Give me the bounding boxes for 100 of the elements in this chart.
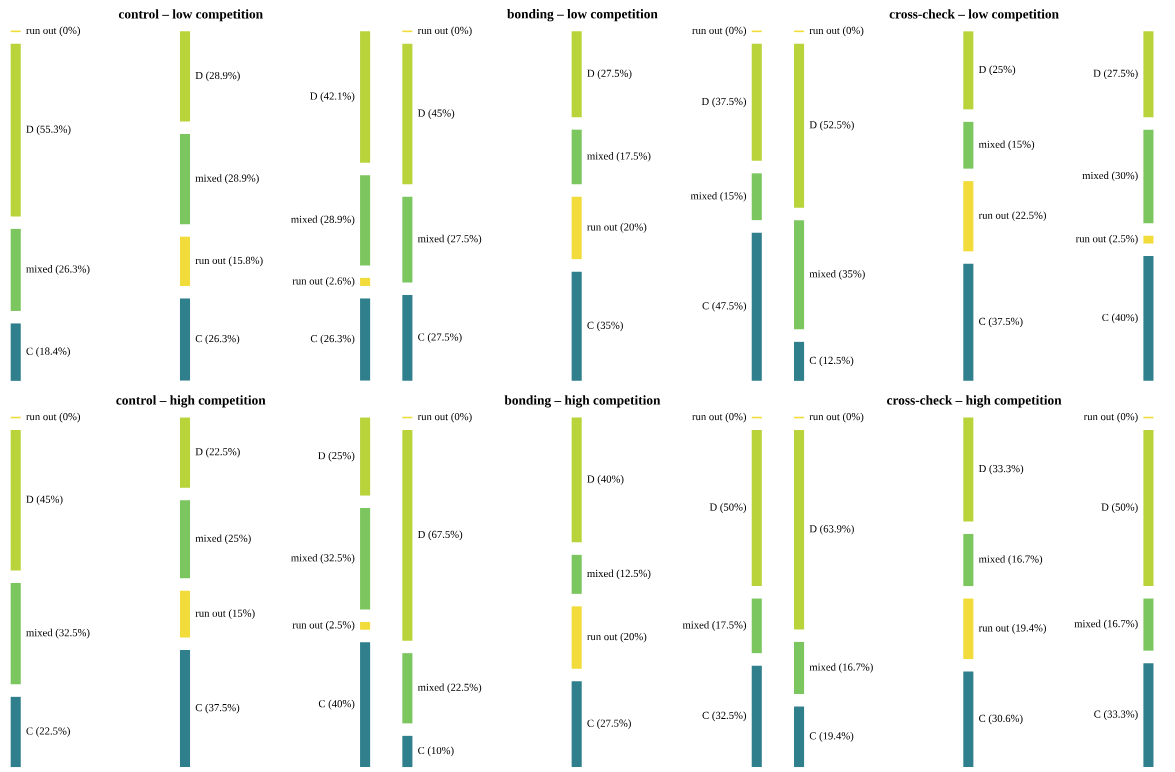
category-label: D xyxy=(417,530,425,538)
data-label: (28.9%) xyxy=(206,71,240,82)
data-label: (35%) xyxy=(839,269,865,280)
data-label: (2.5%) xyxy=(1109,234,1138,245)
data-label: (0%) xyxy=(59,26,81,36)
category-label: run out xyxy=(809,27,840,34)
category-label: C xyxy=(418,333,425,341)
data-label: (0%) xyxy=(842,412,864,423)
category-label: run out xyxy=(978,625,1010,632)
category-label: D xyxy=(978,65,986,73)
data-label: (22.5%) xyxy=(447,683,482,693)
category-label: run out xyxy=(417,27,449,34)
data-label: (26.3%) xyxy=(320,334,355,345)
category-label: mixed xyxy=(417,683,445,691)
data-label: (26.3%) xyxy=(55,264,90,275)
category-label: C xyxy=(702,302,709,310)
category-label: C xyxy=(809,732,816,740)
category-label: mixed xyxy=(26,628,53,637)
category-label: mixed xyxy=(291,215,318,223)
data-label: (27.5%) xyxy=(597,69,632,79)
category-label: mixed xyxy=(690,191,718,200)
data-label: (30%) xyxy=(1111,171,1138,182)
data-label: (47.5%) xyxy=(712,301,747,312)
category-label: mixed xyxy=(587,569,614,577)
category-label: D xyxy=(310,92,318,100)
category-label: mixed xyxy=(978,140,1006,148)
data-label: (16.7%) xyxy=(1103,619,1138,630)
data-label: (0%) xyxy=(725,412,747,423)
data-label: (40%) xyxy=(328,699,355,710)
category-label: run out xyxy=(587,633,618,641)
category-label: run out xyxy=(417,413,449,421)
category-label: D xyxy=(417,109,425,117)
category-label: D xyxy=(587,69,595,77)
data-label: (28.9%) xyxy=(225,174,259,184)
category-label: run out xyxy=(692,27,723,34)
data-label: (27.5%) xyxy=(1103,69,1138,79)
data-label: (17.5%) xyxy=(712,620,747,631)
category-label: C xyxy=(587,719,594,727)
category-label: C xyxy=(318,699,325,708)
category-label: mixed xyxy=(587,151,614,160)
text: control – high competition xyxy=(116,395,266,408)
data-label: (0%) xyxy=(59,412,81,423)
category-label: mixed xyxy=(978,554,1006,563)
data-label: (0%) xyxy=(725,26,747,36)
data-label: (25%) xyxy=(225,534,251,544)
category-label: D xyxy=(26,125,34,133)
data-label: (20%) xyxy=(620,222,647,233)
category-label: C xyxy=(1094,710,1101,718)
data-label: (0%) xyxy=(1117,412,1138,423)
category-label: run out xyxy=(1075,236,1107,243)
data-label: (37.5%) xyxy=(205,703,240,714)
data-label: (27.5%) xyxy=(597,719,631,729)
data-label: (15%) xyxy=(720,191,747,202)
text: cross-check – low competition xyxy=(889,9,1059,22)
category-label: mixed xyxy=(1082,171,1109,179)
data-label: (15.8%) xyxy=(228,256,263,266)
category-label: C xyxy=(26,347,33,355)
category-label: D xyxy=(587,475,595,483)
category-label: C xyxy=(1102,313,1109,321)
data-label: (12.5%) xyxy=(616,569,651,580)
data-label: (15%) xyxy=(228,609,255,619)
category-label: run out xyxy=(587,224,618,231)
data-label: (0%) xyxy=(451,412,472,423)
data-label: (40%) xyxy=(1111,313,1138,324)
category-label: run out xyxy=(809,413,840,421)
category-label: mixed xyxy=(1074,619,1101,628)
category-label: mixed xyxy=(809,269,836,278)
data-label: (20%) xyxy=(620,632,647,643)
category-label: D xyxy=(978,464,986,472)
data-label: (22.5%) xyxy=(206,447,240,458)
data-label: (25%) xyxy=(989,65,1016,76)
category-label: C xyxy=(587,321,594,329)
data-label: (32.5%) xyxy=(55,628,90,639)
data-label: (40%) xyxy=(597,474,624,485)
data-label: (67.5%) xyxy=(428,530,463,541)
data-label: (16.7%) xyxy=(1008,554,1043,565)
data-label: (2.5%) xyxy=(325,620,355,631)
data-label: (27.5%) xyxy=(447,234,482,245)
category-label: D xyxy=(195,448,203,456)
category-label: C xyxy=(26,727,33,735)
category-label: mixed xyxy=(26,264,53,273)
data-label: (0%) xyxy=(842,26,864,36)
category-label: D xyxy=(1101,503,1109,511)
data-label: (50%) xyxy=(1111,503,1138,513)
data-label: (10%) xyxy=(427,746,454,757)
data-label: (63.9%) xyxy=(820,524,854,535)
category-label: mixed xyxy=(195,534,222,542)
category-label: mixed xyxy=(417,234,445,243)
data-label: (32.5%) xyxy=(712,711,747,721)
category-label: C xyxy=(809,356,816,364)
category-label: C xyxy=(702,711,709,719)
category-label: D xyxy=(1093,69,1101,77)
data-label: (37.5%) xyxy=(988,317,1023,327)
data-label: (17.5%) xyxy=(616,151,651,162)
category-label: C xyxy=(195,703,202,712)
category-label: C xyxy=(418,746,425,754)
category-label: D xyxy=(709,503,717,511)
category-label: D xyxy=(809,525,817,533)
text: bonding – low competition xyxy=(507,8,658,22)
data-label: (30.6%) xyxy=(988,714,1023,724)
